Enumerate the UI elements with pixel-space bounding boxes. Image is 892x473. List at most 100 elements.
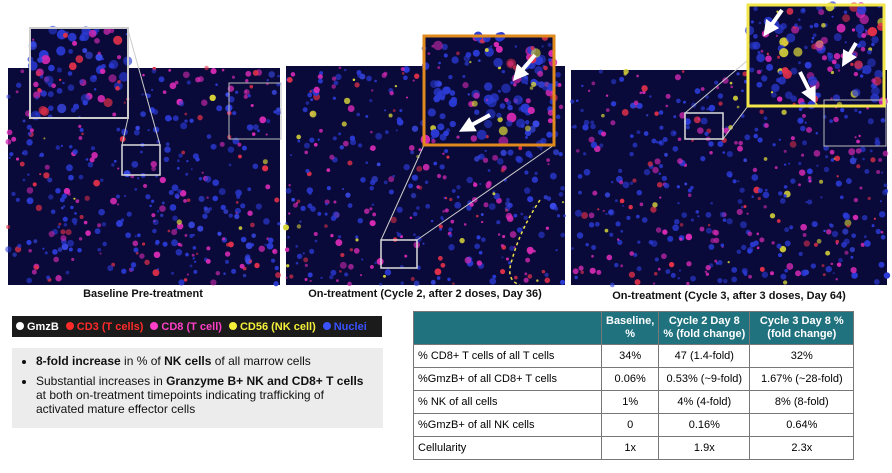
cell	[424, 180, 429, 185]
cell	[629, 251, 635, 256]
cell	[288, 212, 291, 215]
cell	[100, 178, 104, 183]
cell	[587, 89, 591, 92]
cell	[462, 75, 466, 78]
cell	[361, 258, 364, 261]
legend-swatch	[65, 321, 74, 330]
cell	[209, 94, 216, 102]
cell	[180, 122, 188, 130]
cell	[585, 242, 589, 247]
region-outline	[509, 199, 541, 286]
cell	[284, 247, 290, 252]
cell	[154, 241, 160, 246]
cell	[514, 275, 518, 280]
cell	[443, 196, 446, 199]
cell	[410, 277, 415, 281]
cell	[26, 124, 32, 130]
cell	[179, 190, 187, 197]
cell	[202, 213, 208, 219]
cell	[849, 157, 857, 165]
cell	[430, 279, 436, 285]
cell	[441, 43, 448, 51]
cell	[413, 233, 416, 236]
cell	[760, 49, 764, 53]
cell	[215, 271, 221, 276]
cell	[623, 68, 629, 75]
cell	[497, 233, 501, 236]
cell	[175, 248, 183, 256]
cell	[365, 161, 369, 165]
bullet-text: NK cells	[164, 354, 212, 368]
cell	[345, 192, 351, 198]
cell	[443, 86, 452, 94]
cell	[430, 219, 434, 223]
cell	[204, 207, 211, 214]
cell	[141, 242, 146, 246]
cell	[183, 199, 187, 203]
cell	[277, 74, 280, 78]
cell	[622, 204, 625, 207]
legend-item: CD56 (NK cell)	[228, 321, 316, 333]
cell	[228, 213, 233, 218]
cell	[860, 47, 866, 52]
cell	[629, 151, 634, 157]
cell	[130, 267, 135, 272]
cell	[256, 129, 260, 133]
cell	[571, 125, 574, 129]
cell	[493, 193, 501, 200]
cell	[525, 257, 531, 263]
legend-swatch	[16, 321, 24, 330]
cell	[72, 40, 78, 46]
cell	[784, 227, 790, 233]
cell	[35, 112, 39, 116]
legend-item: CD3 (T cells)	[65, 321, 143, 333]
cell	[677, 277, 680, 280]
cell	[537, 70, 544, 77]
cell	[339, 270, 342, 273]
cell	[369, 207, 373, 211]
cell	[729, 81, 733, 85]
cell	[79, 128, 84, 133]
cell	[103, 27, 111, 35]
cell	[836, 175, 839, 178]
cell	[849, 246, 855, 253]
cell	[833, 53, 841, 60]
cell	[655, 140, 659, 144]
arrow	[763, 8, 784, 37]
cell	[85, 51, 93, 60]
cell	[201, 171, 204, 174]
cell	[757, 51, 761, 54]
cell	[714, 259, 718, 263]
cell	[596, 269, 602, 275]
cell	[736, 208, 743, 215]
cell	[325, 202, 328, 206]
cell	[798, 107, 803, 112]
cell	[376, 162, 381, 167]
cell	[617, 239, 623, 245]
cell	[578, 265, 584, 271]
cell	[742, 71, 748, 77]
cell	[289, 274, 294, 279]
cell	[800, 125, 806, 132]
cell	[738, 140, 744, 146]
cell	[141, 93, 144, 96]
cell	[823, 229, 826, 233]
cell	[151, 68, 157, 74]
cell	[661, 175, 668, 182]
cell	[33, 91, 41, 99]
cell	[555, 71, 561, 78]
cell	[523, 277, 529, 283]
cell	[789, 140, 797, 148]
cell	[73, 197, 76, 200]
cell	[12, 252, 17, 257]
cell	[841, 241, 847, 248]
cell	[488, 203, 496, 211]
cell	[42, 247, 45, 250]
cell	[514, 45, 518, 48]
cell	[790, 178, 796, 184]
cell	[476, 260, 483, 266]
cell	[524, 135, 529, 139]
cell	[449, 120, 456, 128]
cell	[108, 62, 115, 69]
cell	[853, 71, 859, 77]
